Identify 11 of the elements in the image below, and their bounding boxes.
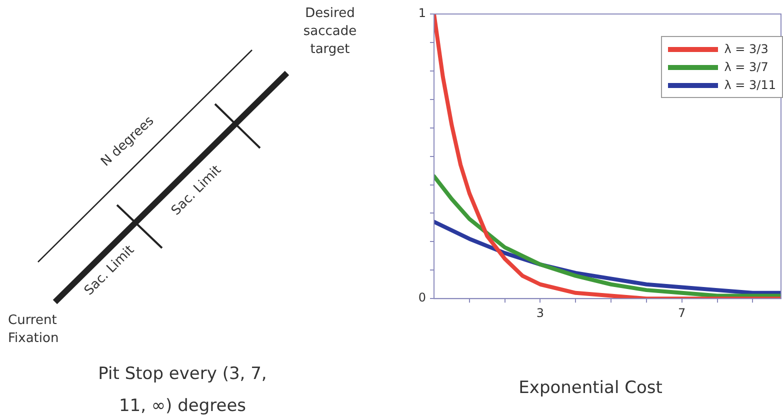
text: Exponential Cost (518, 378, 663, 398)
legend-label: λ = 3/3 (724, 42, 768, 56)
x-tick-label: 7 (678, 306, 686, 320)
text: Current Fixation (8, 312, 60, 348)
legend-label: λ = 3/7 (724, 60, 768, 74)
legend-label: λ = 3/11 (724, 78, 776, 92)
x-tick-label: 3 (536, 306, 544, 320)
y-tick-label: 1 (418, 6, 426, 20)
text: Pit Stop every (3, 7, 11, ∞) degrees (97, 363, 268, 418)
y-tick-label: 0 (418, 290, 426, 305)
text: Desired saccade target (302, 5, 358, 59)
